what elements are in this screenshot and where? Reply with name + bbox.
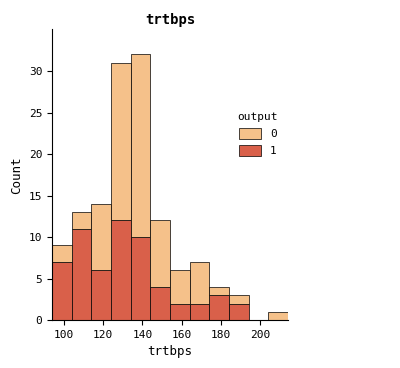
Bar — [229, 304, 249, 320]
Bar — [170, 304, 190, 320]
Bar — [131, 54, 150, 237]
Bar — [131, 237, 150, 320]
Bar — [52, 262, 72, 320]
Bar — [91, 270, 111, 320]
Bar — [72, 229, 91, 320]
Bar — [268, 312, 288, 320]
Bar — [209, 295, 229, 320]
Bar — [52, 245, 72, 262]
X-axis label: trtbps: trtbps — [148, 346, 192, 358]
Y-axis label: Count: Count — [10, 156, 23, 194]
Bar — [229, 295, 249, 304]
Bar — [209, 287, 229, 295]
Bar — [150, 287, 170, 320]
Bar — [190, 304, 209, 320]
Bar — [111, 63, 131, 220]
Legend: 0, 1: 0, 1 — [233, 108, 282, 160]
Title: trtbps: trtbps — [145, 13, 195, 27]
Bar — [190, 262, 209, 304]
Bar — [91, 204, 111, 270]
Bar — [111, 220, 131, 320]
Bar — [72, 212, 91, 229]
Bar — [150, 220, 170, 287]
Bar — [170, 270, 190, 304]
